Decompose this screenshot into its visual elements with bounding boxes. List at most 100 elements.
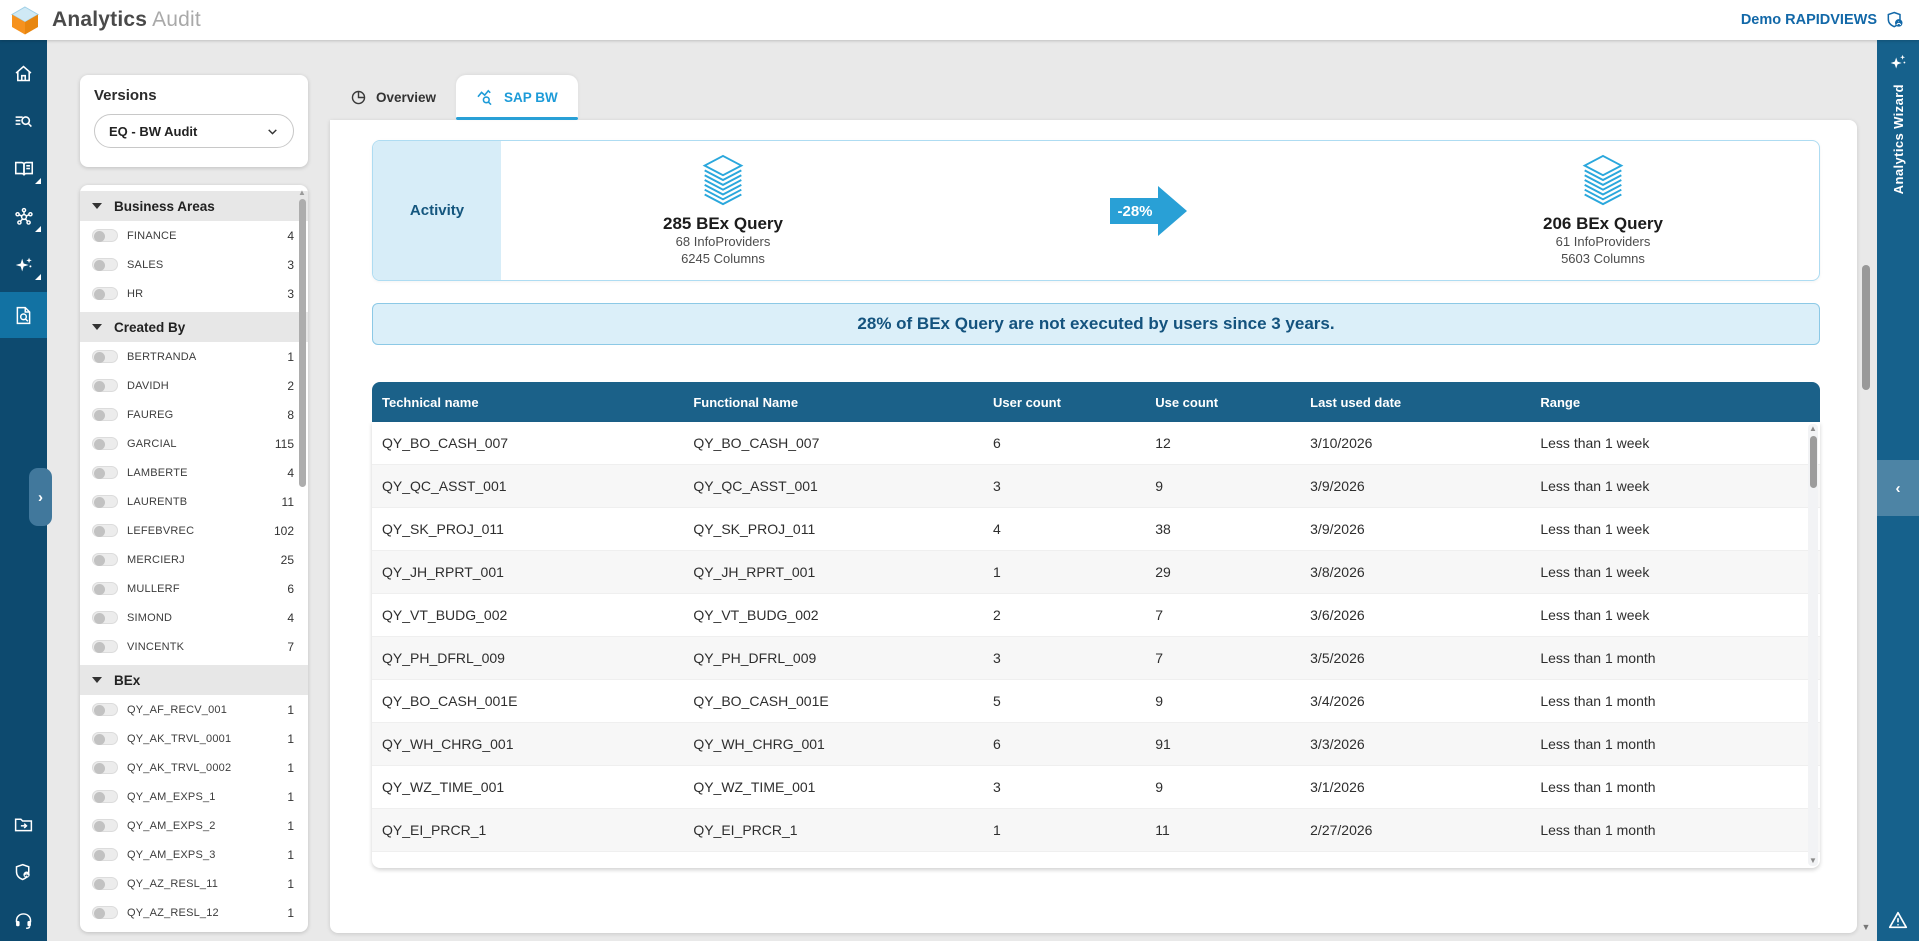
toggle-switch[interactable] [92,229,118,242]
toggle-switch[interactable] [92,877,118,890]
toggle-knob [94,641,105,653]
content-tabs: Overview SAP BW [330,75,578,120]
table-row[interactable]: QY_WH_CHRG_001 QY_WH_CHRG_001 6 91 3/3/2026 L… [372,723,1820,766]
page-scrollbar[interactable]: ▼ [1859,122,1873,934]
sap-bw-content-panel: Activity 285 BEx Query 68 InfoProviders … [330,120,1857,933]
toggle-switch[interactable] [92,703,118,716]
table-scrollbar[interactable]: ▲ ▼ [1808,424,1818,866]
cell-use-count: 29 [1155,564,1171,580]
facet-item-label: SIMOND [127,611,173,624]
wizard-expand-handle[interactable]: ‹ [1877,460,1919,516]
column-header-use-count[interactable]: Use count [1155,394,1219,410]
toggle-knob [94,409,105,421]
version-select-dropdown[interactable]: EQ - BW Audit [94,114,294,148]
page-title: Analytics Audit [52,8,201,32]
shield-user-icon [1887,11,1903,28]
toggle-switch[interactable] [92,732,118,745]
analytics-wizard-strip[interactable]: Analytics Wizard ‹ [1877,40,1919,941]
nav-privacy-button[interactable] [0,851,47,893]
toggle-switch[interactable] [92,906,118,919]
table-row[interactable]: QY_WZ_TIME_001 QY_WZ_TIME_001 3 9 3/1/2026 Le… [372,766,1820,809]
cell-last-used-date: 3/9/2026 [1310,478,1365,494]
scrollbar-thumb[interactable] [1862,265,1870,390]
cell-range: Less than 1 month [1540,693,1656,709]
cell-technical-name: QY_BO_CASH_007 [382,435,509,451]
toggle-switch[interactable] [92,466,118,479]
facet-item: HR 3 [80,279,308,308]
nav-export-button[interactable] [0,803,47,845]
column-header-functional-name[interactable]: Functional Name [693,394,799,410]
collapse-caret-icon[interactable] [92,203,102,209]
toggle-switch[interactable] [92,287,118,300]
filters-scrollbar[interactable]: ▲ [298,189,306,925]
tab-overview[interactable]: Overview [330,75,456,120]
user-account-button[interactable]: Demo RAPIDVIEWS [1741,10,1905,30]
toggle-switch[interactable] [92,553,118,566]
column-header-range[interactable]: Range [1540,394,1581,410]
facet-item-count: 3 [287,257,294,272]
table-row[interactable]: QY_SK_PROJ_011 QY_SK_PROJ_011 4 38 3/9/2026 L… [372,508,1820,551]
tab-sap-bw[interactable]: SAP BW [456,75,578,120]
toggle-switch[interactable] [92,819,118,832]
facet-item-label: FAUREG [127,408,174,421]
toggle-switch[interactable] [92,582,118,595]
toggle-switch[interactable] [92,437,118,450]
toggle-switch[interactable] [92,350,118,363]
cell-last-used-date: 2/27/2026 [1310,822,1373,838]
scrollbar-thumb[interactable] [1809,436,1817,488]
column-header-last-used-date[interactable]: Last used date [1310,394,1402,410]
cell-use-count: 9 [1155,779,1164,795]
facet-item-label: HR [127,287,144,300]
table-row[interactable]: QY_BO_CASH_007 QY_BO_CASH_007 6 12 3/10/2026… [372,422,1820,465]
cell-user-count: 3 [993,478,1001,494]
nav-network-button[interactable] [0,196,47,238]
warning-indicator[interactable] [1877,909,1919,931]
chevron-left-icon: ‹ [1895,479,1901,497]
nav-catalog-button[interactable] [0,148,47,190]
toggle-switch[interactable] [92,611,118,624]
table-row[interactable]: QY_EI_PRCR_1 QY_EI_PRCR_1 1 11 2/27/2026 Less… [372,809,1820,852]
scroll-up-icon[interactable]: ▲ [1809,424,1817,433]
scroll-down-icon[interactable]: ▼ [1861,922,1871,932]
toggle-switch[interactable] [92,258,118,271]
toggle-knob [94,351,105,363]
facet-item-count: 1 [287,731,294,746]
nav-home-button[interactable] [0,52,47,94]
toggle-switch[interactable] [92,495,118,508]
scroll-down-icon[interactable]: ▼ [1809,856,1817,865]
column-header-user-count[interactable]: User count [993,394,1061,410]
table-row[interactable]: QY_PH_DFRL_009 QY_PH_DFRL_009 3 7 3/5/2026 Le… [372,637,1820,680]
column-header-technical-name[interactable]: Technical name [382,394,479,410]
table-row[interactable]: QY_JH_RPRT_001 QY_JH_RPRT_001 1 29 3/8/2026 L… [372,551,1820,594]
nav-ai-button[interactable] [0,244,47,286]
collapse-caret-icon[interactable] [92,677,102,683]
cell-range: Less than 1 month [1540,736,1656,752]
scroll-up-icon[interactable]: ▲ [298,188,306,197]
insight-message: 28% of BEx Query are not executed by use… [372,303,1820,345]
cell-technical-name: QY_QC_ASST_001 [382,478,507,494]
table-row[interactable]: QY_QC_ASST_001 QY_QC_ASST_001 3 9 3/9/2026 Le… [372,465,1820,508]
toggle-switch[interactable] [92,761,118,774]
support-headset-icon [15,912,32,929]
nav-search-audit-button[interactable] [0,100,47,142]
toggle-switch[interactable] [92,408,118,421]
table-row[interactable]: QY_BO_CASH_001E QY_BO_CASH_001E 5 9 3/4/2026… [372,680,1820,723]
toggle-switch[interactable] [92,379,118,392]
toggle-switch[interactable] [92,640,118,653]
cell-functional-name: QY_VT_BUDG_002 [693,607,819,623]
toggle-switch[interactable] [92,524,118,537]
toggle-switch[interactable] [92,848,118,861]
sidebar-expand-handle[interactable]: › [29,468,52,526]
table-body: QY_BO_CASH_007 QY_BO_CASH_007 6 12 3/10/2026… [372,422,1820,868]
collapse-caret-icon[interactable] [92,324,102,330]
search-audit-icon [15,115,32,127]
cell-range: Less than 1 week [1540,478,1650,494]
nav-support-button[interactable] [0,899,47,941]
facet-item-label: MULLERF [127,582,180,595]
rail-spacer [0,338,47,797]
table-row[interactable]: QY_VT_BUDG_002 QY_VT_BUDG_002 2 7 3/6/2026 Le… [372,594,1820,637]
toggle-switch[interactable] [92,790,118,803]
scrollbar-thumb[interactable] [298,199,306,487]
analytics-wizard-label: Analytics Wizard [1890,84,1906,195]
nav-audit-button-active[interactable] [0,292,47,338]
